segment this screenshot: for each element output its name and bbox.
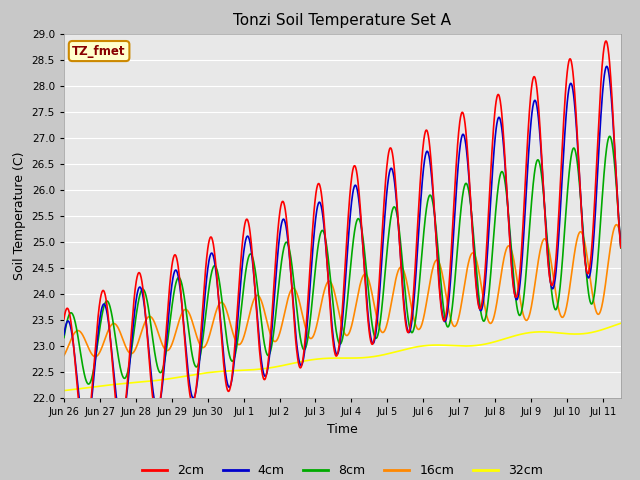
X-axis label: Time: Time — [327, 423, 358, 436]
Legend: 2cm, 4cm, 8cm, 16cm, 32cm: 2cm, 4cm, 8cm, 16cm, 32cm — [137, 459, 548, 480]
Text: TZ_fmet: TZ_fmet — [72, 45, 126, 58]
Title: Tonzi Soil Temperature Set A: Tonzi Soil Temperature Set A — [234, 13, 451, 28]
Y-axis label: Soil Temperature (C): Soil Temperature (C) — [13, 152, 26, 280]
